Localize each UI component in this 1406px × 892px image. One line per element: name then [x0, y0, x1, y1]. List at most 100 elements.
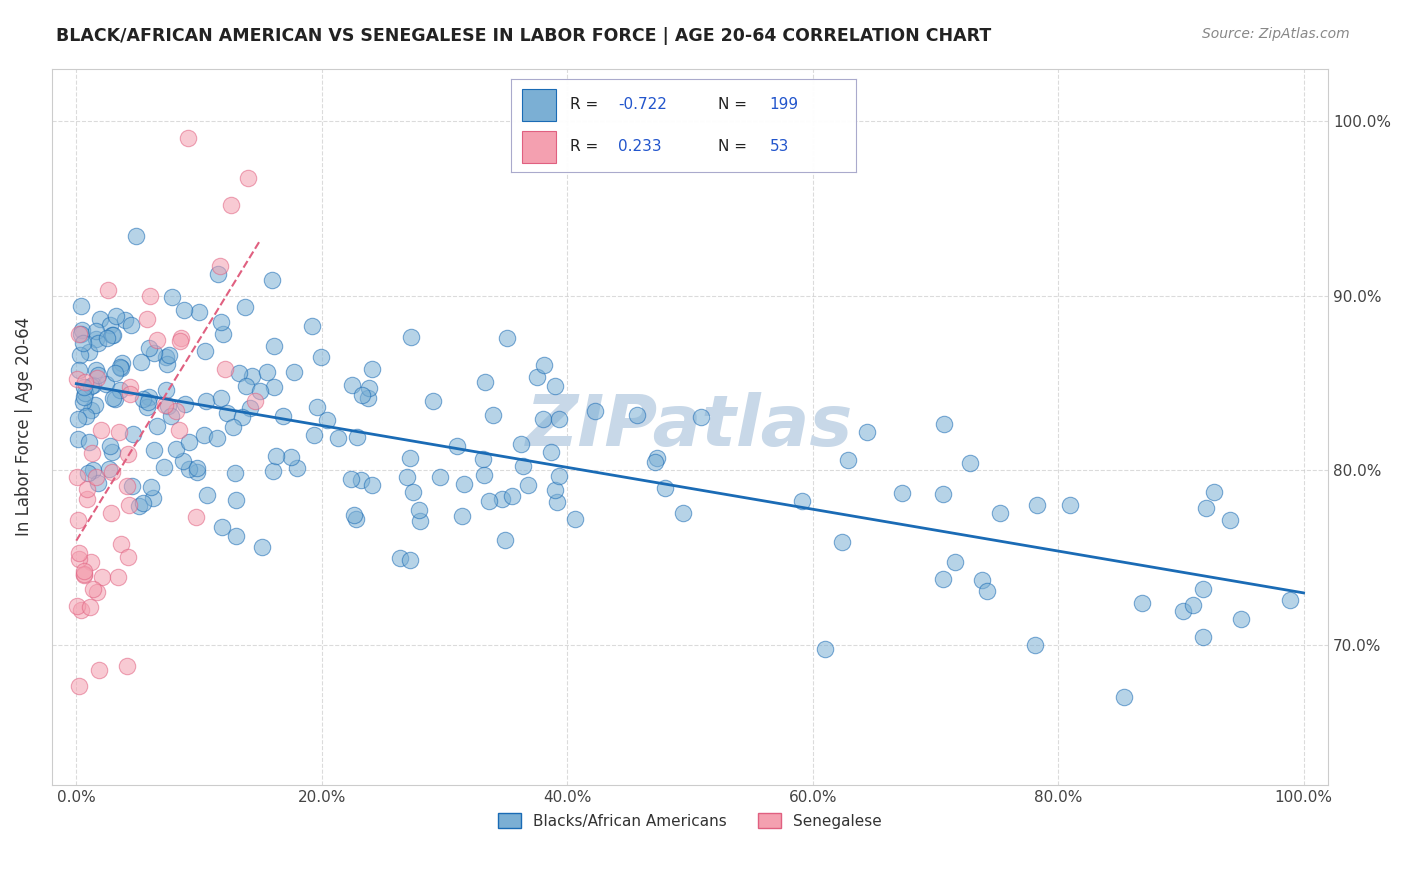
Point: [77, 435, 100, 450]
Point: [208, 259, 231, 273]
Point: [179, 462, 201, 476]
Point: [207, 267, 229, 281]
Point: [932, 417, 955, 432]
Point: [357, 391, 380, 405]
Text: BLACK/AFRICAN AMERICAN VS SENEGALESE IN LABOR FORCE | AGE 20-64 CORRELATION CHAR: BLACK/AFRICAN AMERICAN VS SENEGALESE IN …: [56, 27, 991, 45]
Point: [195, 488, 218, 502]
Point: [67, 327, 90, 342]
Point: [97, 462, 120, 476]
Point: [235, 379, 257, 393]
Point: [107, 425, 129, 439]
Point: [155, 383, 177, 397]
Point: [86, 370, 108, 384]
Point: [66, 470, 89, 484]
Point: [128, 499, 150, 513]
Point: [342, 508, 364, 522]
Point: [243, 393, 266, 408]
Point: [82, 582, 104, 596]
Point: [101, 328, 124, 343]
Point: [155, 357, 177, 371]
Point: [271, 409, 294, 423]
Point: [101, 327, 124, 342]
Point: [117, 447, 139, 461]
Point: [70, 327, 93, 342]
Point: [82, 378, 104, 392]
Point: [1191, 582, 1213, 596]
Point: [209, 392, 232, 406]
Point: [451, 509, 474, 524]
Point: [186, 461, 208, 475]
Point: [70, 323, 93, 337]
Point: [890, 486, 912, 500]
Point: [138, 395, 160, 409]
Point: [654, 481, 676, 495]
Point: [398, 450, 420, 465]
Point: [104, 310, 127, 324]
Point: [211, 520, 233, 534]
Point: [117, 658, 139, 673]
Point: [136, 401, 159, 415]
Point: [172, 454, 194, 468]
Point: [67, 363, 90, 377]
Point: [233, 301, 256, 315]
Point: [194, 343, 217, 358]
Point: [89, 312, 111, 326]
Point: [219, 198, 242, 212]
Point: [129, 355, 152, 369]
Point: [222, 419, 245, 434]
Point: [361, 477, 384, 491]
Point: [132, 392, 155, 406]
Point: [672, 506, 695, 520]
Point: [548, 468, 571, 483]
Point: [125, 229, 148, 244]
Point: [72, 565, 94, 579]
Point: [138, 341, 160, 355]
Point: [143, 346, 166, 360]
Point: [84, 470, 107, 484]
Point: [77, 344, 100, 359]
Point: [84, 332, 107, 346]
Point: [544, 483, 567, 497]
Point: [931, 572, 953, 586]
Point: [494, 533, 516, 547]
Point: [1024, 638, 1046, 652]
Point: [1195, 501, 1218, 516]
Point: [225, 529, 247, 543]
Point: [155, 398, 177, 412]
Point: [157, 348, 180, 362]
Point: [94, 376, 117, 391]
Point: [146, 419, 169, 434]
Point: [224, 466, 246, 480]
Text: Source: ZipAtlas.com: Source: ZipAtlas.com: [1202, 27, 1350, 41]
Point: [69, 299, 91, 313]
Point: [73, 390, 96, 404]
Point: [101, 465, 124, 479]
Point: [1219, 512, 1241, 526]
Point: [792, 494, 814, 508]
Point: [138, 289, 160, 303]
Point: [231, 409, 253, 424]
Point: [177, 131, 200, 145]
Point: [75, 409, 97, 423]
Point: [837, 452, 859, 467]
Point: [165, 403, 187, 417]
Point: [396, 470, 419, 484]
Point: [110, 537, 132, 551]
Point: [1278, 592, 1301, 607]
Point: [474, 375, 496, 389]
Point: [209, 315, 232, 329]
Point: [346, 430, 368, 444]
Point: [453, 477, 475, 491]
Point: [813, 641, 835, 656]
Point: [205, 430, 228, 444]
Point: [256, 365, 278, 379]
Point: [66, 411, 89, 425]
Point: [512, 458, 534, 473]
Point: [546, 495, 568, 509]
Point: [174, 397, 197, 411]
Point: [76, 482, 98, 496]
Point: [263, 380, 285, 394]
Point: [409, 514, 432, 528]
Point: [72, 568, 94, 582]
Point: [132, 496, 155, 510]
